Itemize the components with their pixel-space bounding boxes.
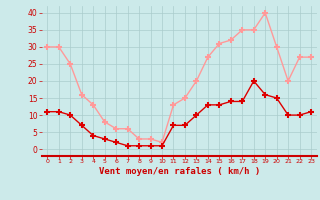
X-axis label: Vent moyen/en rafales ( km/h ): Vent moyen/en rafales ( km/h ) bbox=[99, 167, 260, 176]
